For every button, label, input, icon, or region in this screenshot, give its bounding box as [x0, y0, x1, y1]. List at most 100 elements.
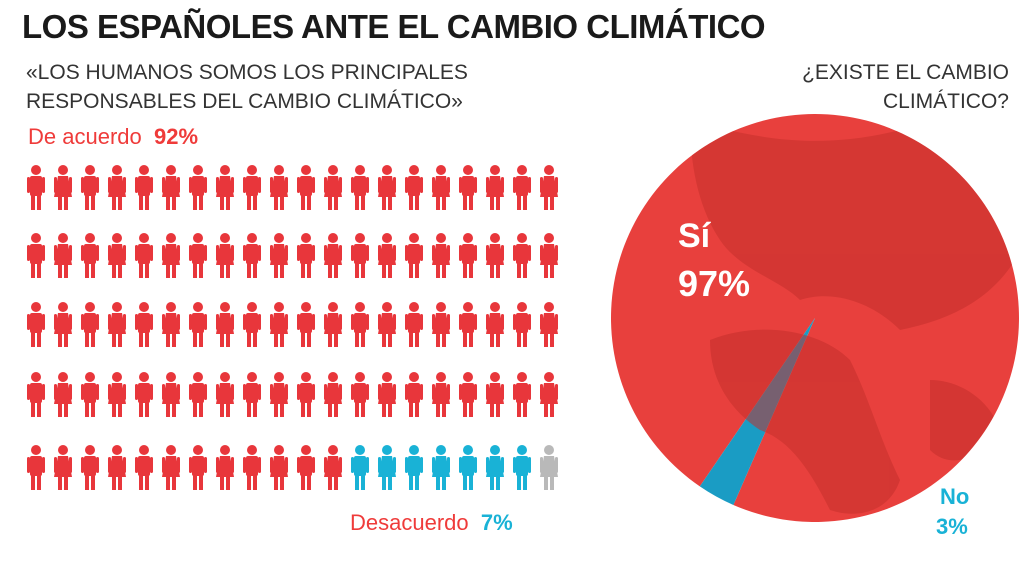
arm	[339, 177, 342, 193]
leg	[361, 332, 365, 347]
person-icon	[540, 233, 558, 278]
arm	[96, 457, 99, 473]
arm	[339, 314, 342, 330]
arm	[216, 384, 219, 400]
head	[463, 302, 473, 312]
leg	[112, 195, 116, 210]
head	[112, 233, 122, 243]
body	[84, 313, 96, 333]
leg	[301, 263, 305, 278]
body	[408, 244, 420, 264]
arm	[447, 245, 450, 261]
leg	[85, 475, 89, 490]
head	[85, 233, 95, 243]
leg	[85, 195, 89, 210]
arm	[486, 384, 489, 400]
leg	[409, 332, 413, 347]
body	[516, 456, 528, 476]
arm	[459, 314, 462, 330]
person-icon	[297, 445, 315, 490]
leg	[166, 332, 170, 347]
leg	[517, 263, 521, 278]
leg	[355, 402, 359, 417]
leg	[58, 332, 62, 347]
arm	[447, 457, 450, 473]
body	[84, 176, 96, 196]
leg	[172, 402, 176, 417]
value-no: 3%	[936, 514, 968, 539]
arm	[405, 177, 408, 193]
body	[516, 176, 528, 196]
leg	[490, 332, 494, 347]
arm	[351, 177, 354, 193]
leg	[523, 475, 527, 490]
body	[30, 313, 42, 333]
arm	[351, 314, 354, 330]
legend-value: 7%	[480, 510, 513, 535]
arm	[204, 177, 207, 193]
arm	[270, 457, 273, 473]
person-icon	[324, 302, 342, 347]
person-icon	[486, 233, 504, 278]
arm	[312, 384, 315, 400]
leg	[307, 475, 311, 490]
leg	[112, 402, 116, 417]
person-icon	[378, 302, 396, 347]
value-yes: 97%	[678, 263, 750, 304]
head	[274, 302, 284, 312]
person-icon	[54, 233, 72, 278]
person-icon	[270, 445, 288, 490]
arm	[216, 245, 219, 261]
leg	[550, 195, 554, 210]
person-icon	[513, 372, 531, 417]
arm	[378, 314, 381, 330]
body	[54, 176, 72, 197]
leg	[328, 475, 332, 490]
leg	[91, 263, 95, 278]
body	[324, 176, 342, 197]
leg	[193, 195, 197, 210]
arm	[339, 384, 342, 400]
leg	[112, 263, 116, 278]
arm	[96, 384, 99, 400]
body	[192, 383, 204, 403]
leg	[550, 475, 554, 490]
arm	[54, 245, 57, 261]
person-icon	[216, 302, 234, 347]
arm	[366, 245, 369, 261]
head	[463, 445, 473, 455]
arm	[297, 457, 300, 473]
arm	[150, 245, 153, 261]
arm	[405, 245, 408, 261]
body	[408, 313, 420, 333]
body	[162, 456, 180, 477]
leg	[496, 402, 500, 417]
arm	[378, 177, 381, 193]
leg	[490, 402, 494, 417]
person-icon	[243, 372, 261, 417]
person-icon	[108, 165, 126, 210]
arm	[447, 384, 450, 400]
arm	[366, 384, 369, 400]
person-icon	[135, 233, 153, 278]
arm	[243, 177, 246, 193]
arm	[96, 245, 99, 261]
head	[409, 372, 419, 382]
body	[324, 456, 342, 477]
body	[540, 244, 558, 265]
pie-title: ¿EXISTE EL CAMBIO CLIMÁTICO?	[802, 61, 1009, 113]
person-icon	[243, 302, 261, 347]
arm	[339, 457, 342, 473]
leg	[274, 402, 278, 417]
arm	[42, 384, 45, 400]
leg	[31, 475, 35, 490]
arm	[351, 457, 354, 473]
person-icon	[81, 372, 99, 417]
leg	[274, 475, 278, 490]
arm	[351, 245, 354, 261]
leg	[469, 402, 473, 417]
person-icon	[432, 233, 450, 278]
leg	[280, 263, 284, 278]
head	[85, 445, 95, 455]
person-icon	[135, 165, 153, 210]
